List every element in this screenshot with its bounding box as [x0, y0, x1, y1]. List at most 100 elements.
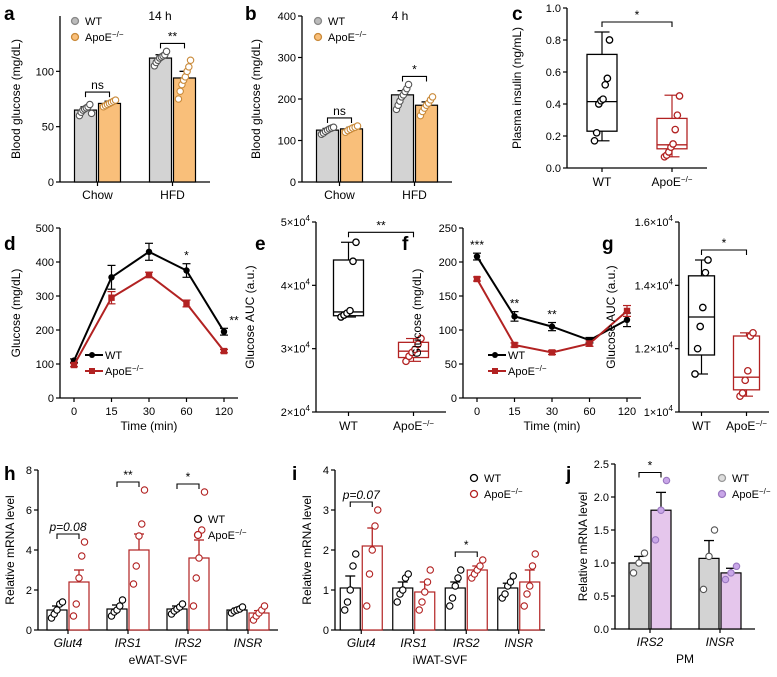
- x-tick-label: INSR: [706, 635, 735, 649]
- legend-label: ApoE−/−: [732, 487, 771, 501]
- data-point: [590, 136, 599, 145]
- data-point: [671, 125, 680, 134]
- data-point: [662, 476, 671, 485]
- y-tick-label: 1.6×104: [635, 214, 674, 229]
- data-point: [373, 506, 382, 514]
- x-axis-label: eWAT-SVF: [129, 653, 188, 667]
- y-axis-label: Glucose AUC (a.u.): [243, 265, 257, 368]
- y-tick-label: 1.5: [594, 525, 609, 537]
- x-axis-label: Time (min): [524, 419, 581, 433]
- data-point: [260, 602, 269, 610]
- y-tick-label: 0: [290, 177, 296, 189]
- data-point: [601, 80, 610, 89]
- y-axis-label: Glucose (mg/dL): [9, 269, 23, 358]
- data-point: [132, 562, 141, 570]
- box: [687, 275, 716, 356]
- data-point: [456, 566, 465, 574]
- y-axis-label: Plasma insulin (ng/mL): [510, 27, 524, 149]
- data-point: [220, 347, 228, 355]
- data-point: [183, 267, 190, 274]
- y-tick-label: 400: [36, 257, 54, 269]
- legend-marker: [313, 16, 323, 26]
- data-point: [185, 63, 193, 71]
- data-point: [640, 549, 649, 557]
- data-point: [423, 578, 432, 586]
- data-point: [178, 600, 187, 608]
- box: [586, 53, 618, 132]
- y-tick-label: 1×104: [644, 404, 674, 419]
- significance-label: *: [464, 538, 469, 552]
- legend-marker: [492, 368, 498, 374]
- y-tick-label: 0.2: [546, 131, 561, 143]
- data-point: [352, 238, 360, 247]
- y-tick-label: 2.5: [594, 459, 609, 471]
- bar: [315, 129, 340, 183]
- data-point: [58, 598, 67, 606]
- y-tick-label: 5×104: [281, 214, 311, 229]
- significance-label: *: [648, 459, 653, 473]
- x-tick-label: ApoE−/−: [393, 419, 434, 433]
- data-point: [393, 598, 401, 606]
- data-point: [200, 488, 209, 496]
- panel-label: j: [565, 464, 571, 485]
- bar: [339, 128, 364, 183]
- x-tick-label: 120: [618, 406, 636, 418]
- data-point: [186, 56, 195, 65]
- significance-label: *: [412, 62, 417, 76]
- y-tick-label: 0: [48, 393, 54, 405]
- x-tick-label: Chow: [324, 188, 355, 202]
- legend-marker: [469, 489, 479, 499]
- data-point: [721, 575, 730, 584]
- data-point: [349, 562, 357, 570]
- series-line: [73, 250, 225, 362]
- significance-label: **: [547, 308, 557, 322]
- data-point: [138, 520, 146, 528]
- data-point: [53, 606, 61, 614]
- y-tick-label: 4: [323, 465, 329, 477]
- data-point: [340, 606, 349, 614]
- data-point: [599, 95, 607, 104]
- data-point: [691, 370, 699, 378]
- panel-label: e: [255, 234, 266, 255]
- data-point: [420, 588, 429, 596]
- x-tick-label: INSR: [504, 636, 533, 650]
- significance-label: **: [510, 297, 520, 311]
- chart-panel-c: 0.0 0.2 0.4 0.6 0.8 1.0 Plasma insulin (ng/mL)…: [510, 3, 707, 189]
- y-tick-label: 1.2×104: [635, 341, 674, 356]
- significance-label: ***: [470, 238, 484, 252]
- significance-label: *: [722, 236, 727, 250]
- x-axis-label: Time (min): [121, 419, 178, 433]
- data-point: [732, 562, 741, 571]
- data-point: [69, 612, 78, 620]
- data-point: [108, 294, 115, 301]
- data-point: [70, 361, 78, 369]
- data-point: [343, 598, 352, 606]
- y-tick-label: 200: [278, 94, 296, 106]
- data-point: [145, 248, 153, 255]
- data-point: [727, 569, 735, 577]
- legend-marker: [717, 473, 727, 483]
- data-point: [135, 532, 143, 540]
- legend-marker: [313, 32, 323, 42]
- x-tick-label: Glut4: [347, 636, 376, 650]
- y-tick-label: 4×104: [281, 277, 311, 292]
- y-tick-label: 0.0: [546, 163, 561, 175]
- bar: [361, 545, 383, 631]
- y-tick-label: 0: [451, 393, 457, 405]
- data-point: [669, 140, 677, 148]
- data-point: [78, 552, 86, 560]
- data-point: [693, 344, 702, 353]
- data-point: [675, 92, 684, 100]
- x-tick-label: WT: [339, 419, 358, 433]
- y-tick-label: 0.8: [546, 35, 561, 47]
- data-point: [368, 546, 376, 554]
- significance-label: p=0.07: [342, 488, 381, 502]
- y-tick-label: 150: [439, 291, 457, 303]
- data-point: [418, 598, 426, 606]
- y-tick-label: 0.4: [546, 99, 561, 111]
- y-tick-label: 50: [445, 359, 457, 371]
- data-point: [365, 570, 374, 578]
- data-point: [195, 554, 203, 562]
- y-tick-label: 2×104: [281, 404, 311, 419]
- chart-panel-h: 0 2 4 6 8 Relative mRNA level Glut4 IRS1 IRS2 INS…: [3, 464, 278, 667]
